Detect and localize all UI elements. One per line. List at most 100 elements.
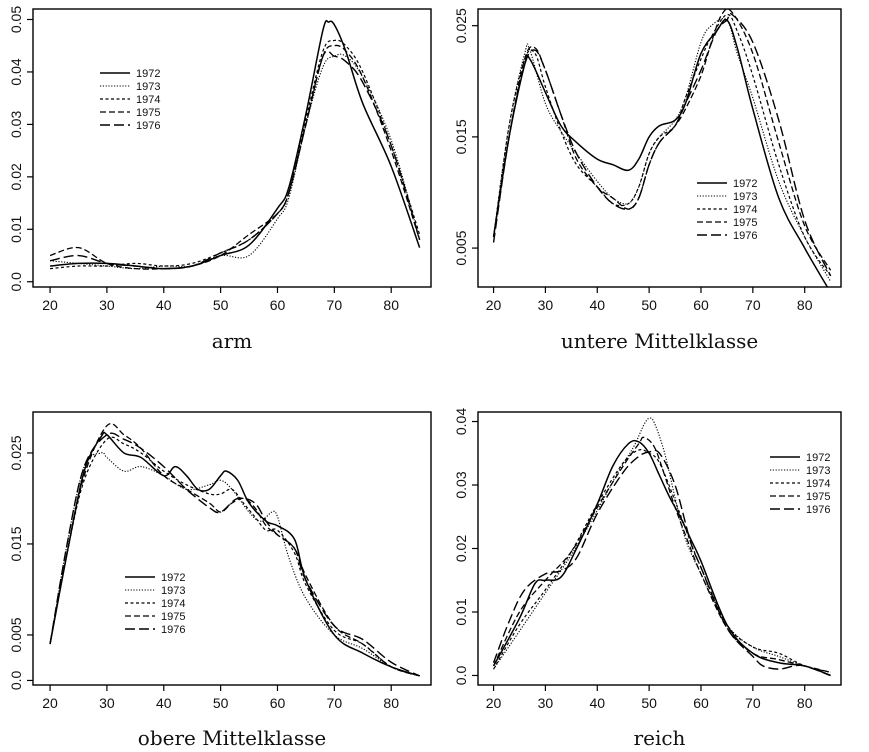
y-tick-label: 0.015 — [453, 119, 469, 154]
series-line-1976 — [49, 432, 420, 677]
y-tick-label: 0.02 — [8, 163, 24, 190]
x-tick-label: 30 — [99, 297, 115, 313]
x-tick-label: 70 — [327, 297, 343, 313]
x-tick-label: 70 — [745, 297, 761, 313]
x-tick-label: 60 — [270, 297, 286, 313]
x-tick-label: 60 — [693, 297, 709, 313]
legend-label-1975: 1975 — [806, 491, 830, 503]
legend-label-1974: 1974 — [733, 204, 757, 216]
legend-label-1975: 1975 — [136, 107, 160, 119]
y-tick-label: 0.025 — [8, 435, 24, 470]
series-line-1972 — [49, 431, 420, 677]
panel-caption: untere Mittelklasse — [561, 329, 758, 353]
x-tick-label: 40 — [156, 297, 172, 313]
chart-panel-4: 20 30 40 50 60 70 800.00.010.020.030.041972197… — [453, 408, 842, 750]
x-tick-label: 20 — [42, 695, 58, 711]
legend-label-1973: 1973 — [136, 81, 160, 93]
series-line-1972 — [492, 18, 829, 287]
x-tick-label: 50 — [213, 695, 229, 711]
legend-label-1976: 1976 — [806, 504, 830, 516]
x-tick-label: 60 — [270, 695, 286, 711]
series-line-1974 — [493, 449, 831, 673]
legend-label-1973: 1973 — [161, 585, 185, 597]
series-line-1972 — [49, 19, 421, 270]
y-tick-label: 0.01 — [453, 598, 469, 625]
y-tick-label: 0.05 — [8, 6, 24, 33]
y-tick-label: 0.04 — [8, 58, 24, 85]
legend-label-1976: 1976 — [733, 230, 757, 242]
x-tick-label: 50 — [213, 297, 229, 313]
plot-frame — [477, 8, 842, 288]
y-tick-label: 0.025 — [453, 8, 469, 43]
x-tick-label: 70 — [745, 695, 761, 711]
series-line-1976 — [492, 12, 832, 277]
series-line-1973 — [493, 17, 832, 282]
series-line-1973 — [493, 417, 831, 673]
x-tick-label: 50 — [641, 695, 657, 711]
panel-caption: reich — [634, 726, 686, 750]
x-tick-label: 80 — [797, 695, 813, 711]
y-tick-label: 0.03 — [453, 471, 469, 498]
legend-label-1974: 1974 — [806, 478, 830, 490]
y-tick-label: 0.0 — [8, 671, 24, 691]
x-tick-label: 20 — [486, 297, 502, 313]
x-tick-label: 40 — [589, 695, 605, 711]
x-tick-label: 30 — [538, 695, 554, 711]
y-tick-label: 0.005 — [453, 230, 469, 265]
y-tick-label: 0.01 — [8, 215, 24, 242]
x-tick-label: 80 — [383, 695, 399, 711]
legend-label-1976: 1976 — [161, 624, 185, 636]
legend-label-1976: 1976 — [136, 120, 160, 132]
x-tick-label: 20 — [486, 695, 502, 711]
plot-frame — [32, 8, 432, 288]
series-line-1975 — [49, 44, 421, 270]
x-tick-label: 30 — [538, 297, 554, 313]
y-tick-label: 0.0 — [8, 272, 24, 292]
series-line-1976 — [492, 449, 831, 677]
chart-panel-1: 20 30 40 50 60 70 80 0.0 0.01 0.02 0.03 0.04 0.05 197… — [8, 6, 432, 353]
x-tick-label: 30 — [99, 695, 115, 711]
legend-label-1972: 1972 — [806, 452, 830, 464]
chart-panel-2: 20 30 40 50 60 70 800.0050.0150.02519721973197… — [453, 8, 842, 353]
x-tick-label: 70 — [327, 695, 343, 711]
panel-caption: obere Mittelklasse — [138, 726, 326, 750]
chart-panel-3: 20 30 40 50 60 70 80 0.0 0.005 0.015 0.025 19721973… — [8, 411, 432, 750]
x-tick-label: 60 — [693, 695, 709, 711]
legend-label-1972: 1972 — [136, 68, 160, 80]
series-line-1972 — [492, 439, 831, 677]
panel-caption: arm — [212, 329, 252, 353]
series-line-1974 — [50, 39, 421, 270]
legend-label-1973: 1973 — [733, 191, 757, 203]
x-tick-label: 20 — [42, 297, 58, 313]
series-line-1974 — [49, 436, 420, 677]
legend-label-1972: 1972 — [161, 572, 185, 584]
y-tick-label: 0.015 — [8, 526, 24, 561]
legend-label-1975: 1975 — [733, 217, 757, 229]
legend-label-1974: 1974 — [161, 598, 185, 610]
series-line-1973 — [49, 452, 420, 677]
legend-label-1974: 1974 — [136, 94, 160, 106]
y-tick-label: 0.02 — [453, 535, 469, 562]
series-line-1974 — [492, 13, 832, 277]
x-tick-label: 80 — [383, 297, 399, 313]
legend-label-1975: 1975 — [161, 611, 185, 623]
y-tick-label: 0.03 — [8, 111, 24, 138]
x-tick-label: 40 — [156, 695, 172, 711]
y-tick-label: 0.005 — [8, 617, 24, 652]
y-tick-label: 0.0 — [453, 666, 469, 686]
plot-frame — [32, 411, 432, 686]
series-line-1975 — [492, 436, 831, 673]
x-tick-label: 80 — [797, 297, 813, 313]
x-tick-label: 40 — [589, 297, 605, 313]
y-tick-label: 0.04 — [453, 408, 469, 435]
x-tick-label: 50 — [641, 297, 657, 313]
series-line-1976 — [49, 50, 421, 270]
series-line-1975 — [49, 423, 420, 677]
legend-label-1972: 1972 — [733, 178, 757, 190]
legend-label-1973: 1973 — [806, 465, 830, 477]
